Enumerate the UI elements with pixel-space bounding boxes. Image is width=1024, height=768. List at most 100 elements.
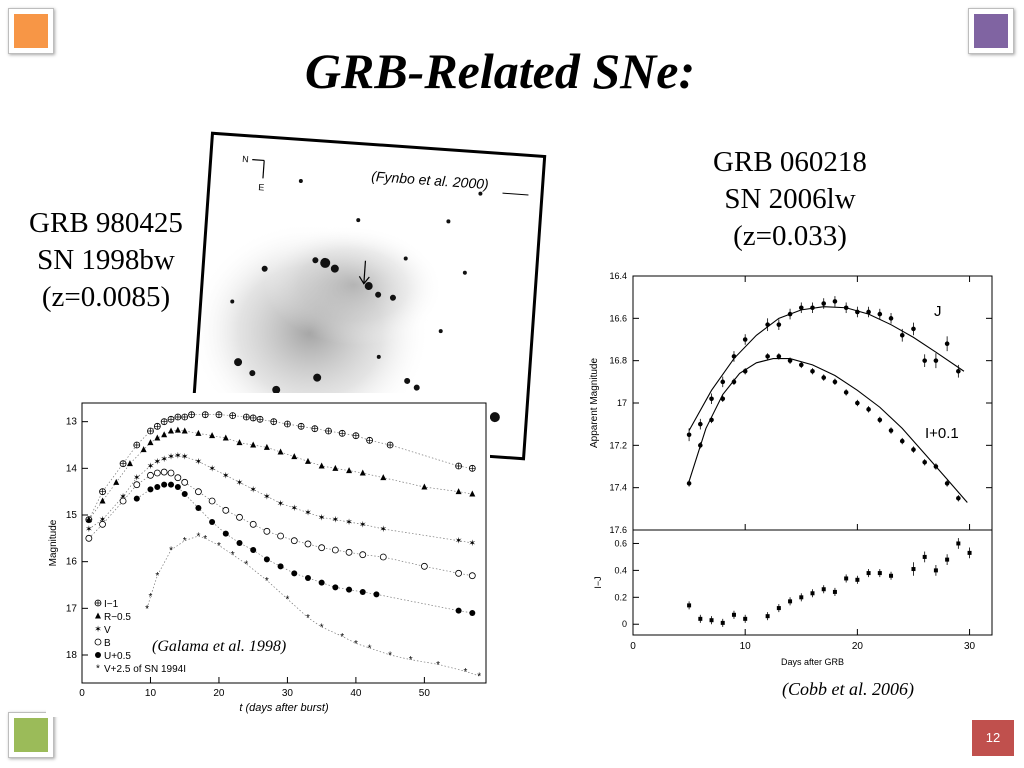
- data-point: [742, 368, 748, 374]
- data-point: [209, 432, 216, 439]
- data-point: [776, 606, 781, 611]
- data-point: *: [320, 623, 324, 634]
- data-point: [798, 362, 804, 368]
- galama-chart-panel: 0 10 20 30 40 50 13 14 15 16 17 18 t (days after bur…: [46, 393, 490, 717]
- data-point: [911, 567, 916, 572]
- data-point: [291, 570, 298, 577]
- data-point: [236, 439, 243, 446]
- page-number: 12: [972, 720, 1014, 756]
- cobb-light-curve-chart: 16.4 16.6 16.8 17 17.2 17.4 17.6 0 10 20 30 0 0.2 0.4…: [589, 271, 993, 667]
- data-point: [147, 427, 154, 435]
- data-point: [174, 484, 181, 490]
- data-point: [256, 415, 264, 423]
- x-tick-label: 0: [630, 641, 636, 652]
- data-point: [290, 537, 298, 545]
- data-point: [304, 575, 311, 581]
- data-point: [933, 358, 939, 363]
- data-point: [810, 368, 815, 374]
- data-point: ✶: [380, 524, 388, 534]
- data-point: [843, 390, 849, 395]
- galaxy-knot: [249, 370, 256, 377]
- data-point: [174, 474, 182, 482]
- data-point: ✶: [332, 515, 340, 525]
- galaxy-knot: [312, 257, 319, 264]
- data-point: [304, 540, 312, 548]
- data-point: [956, 368, 961, 374]
- data-point: [99, 520, 106, 528]
- data-point: *: [265, 576, 269, 587]
- legend-label: B: [104, 638, 111, 649]
- y-tick-label: 17: [617, 398, 627, 408]
- left-label-line-3: (z=0.0085): [41, 281, 171, 313]
- data-point: ✶: [181, 452, 189, 462]
- legend-marker: [95, 652, 101, 658]
- data-point: [208, 497, 216, 505]
- data-point: [366, 436, 373, 444]
- data-point: *: [477, 672, 481, 683]
- data-point: [346, 586, 353, 593]
- data-point: [455, 488, 462, 495]
- marker-cross: [120, 460, 127, 467]
- data-point: [379, 553, 387, 561]
- marker-cross: [229, 412, 236, 419]
- series-0: [85, 411, 476, 524]
- data-point: ✶: [119, 491, 127, 501]
- galaxy-arm: [263, 224, 444, 346]
- data-point: [99, 497, 106, 504]
- galaxy-knot: [313, 373, 322, 382]
- data-point: [855, 577, 860, 582]
- y-tick-label: 16.8: [609, 356, 627, 366]
- marker-cross: [95, 600, 101, 606]
- marker-cross: [339, 430, 346, 437]
- data-point: [119, 460, 127, 468]
- data-point: ✶: [455, 536, 463, 546]
- data-point: [154, 434, 161, 441]
- right-label-line-1: GRB 060218: [713, 146, 867, 178]
- left-label-line-1: GRB 980425: [29, 207, 183, 239]
- data-point: [161, 481, 168, 488]
- data-point: [147, 471, 154, 479]
- image-citation: (Fynbo et al. 2000): [371, 168, 489, 192]
- data-point: [709, 396, 714, 402]
- data-point: [181, 491, 188, 497]
- galama-citation: (Galama et al. 1998): [152, 638, 287, 655]
- galaxy-knot: [375, 291, 382, 298]
- data-point: [821, 587, 826, 592]
- galaxy-knot: [489, 412, 500, 423]
- data-point: [776, 322, 782, 327]
- marker-cross: [243, 414, 250, 420]
- data-point: [944, 481, 950, 486]
- data-point: [468, 464, 476, 472]
- x-tick-label: 30: [964, 641, 976, 652]
- data-point: ✶: [236, 477, 244, 487]
- galaxy-knot: [272, 385, 281, 394]
- data-point: *: [169, 546, 173, 557]
- data-point: [899, 332, 905, 338]
- y-tick-label: 16.6: [609, 313, 627, 323]
- data-point: [720, 396, 726, 402]
- marker-cross: [387, 442, 394, 448]
- data-point: [133, 441, 141, 449]
- data-point: [174, 413, 182, 421]
- data-point: [297, 422, 305, 430]
- data-point: *: [149, 592, 153, 603]
- data-point: [195, 429, 202, 436]
- marker-cross: [311, 425, 318, 432]
- data-point: [263, 443, 270, 450]
- data-point: [154, 484, 161, 490]
- galaxy-knot: [261, 265, 268, 272]
- data-point: ✶: [160, 454, 168, 464]
- cobb-chart-panel: 16.4 16.6 16.8 17 17.2 17.4 17.6 0 10 20 30 0 0.2 0.4…: [585, 268, 1000, 673]
- data-point: *: [203, 534, 207, 545]
- data-point: [346, 467, 353, 474]
- data-point: [866, 571, 871, 576]
- data-point: [147, 439, 154, 446]
- marker-cross: [325, 428, 332, 434]
- galaxy-knot: [462, 270, 467, 275]
- data-point: [855, 400, 860, 406]
- data-point: [195, 488, 202, 496]
- galaxy-knot: [364, 282, 373, 291]
- series-line: [146, 535, 480, 677]
- data-point: ✶: [147, 461, 155, 471]
- data-point: [810, 305, 815, 311]
